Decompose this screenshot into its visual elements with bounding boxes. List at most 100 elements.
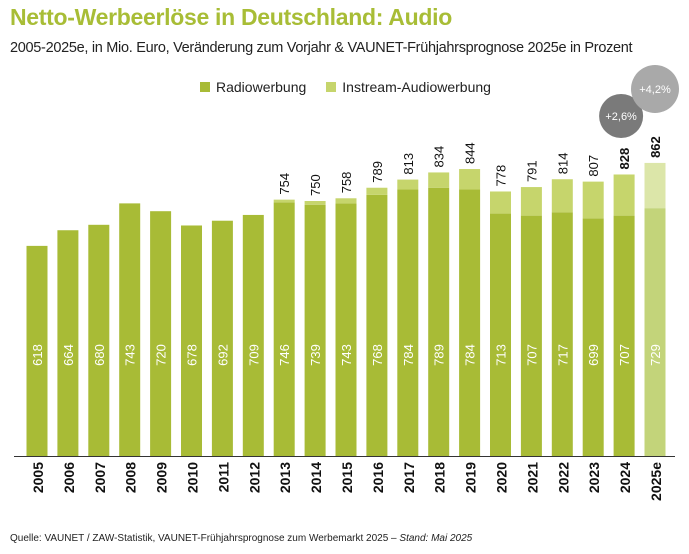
total-value-label: 750 [308, 174, 323, 196]
x-tick-label: 2023 [586, 462, 602, 493]
total-value-label: 791 [524, 160, 539, 182]
growth-bubble [599, 94, 644, 138]
bar-radio [242, 214, 264, 456]
bar-instream [397, 179, 419, 190]
bar-radio [273, 202, 295, 456]
x-tick-label: 2014 [308, 462, 324, 493]
source-note: Quelle: VAUNET / ZAW-Statistik, VAUNET-F… [10, 533, 472, 544]
total-value-label: 813 [401, 153, 416, 175]
chart-subtitle: 2005-2025e, in Mio. Euro, Veränderung zu… [10, 40, 633, 56]
bar-radio [211, 220, 233, 456]
bar-value-label: 768 [370, 344, 385, 366]
x-tick-label: 2011 [215, 462, 231, 493]
x-tick-label: 2020 [494, 462, 510, 493]
x-tick-label: 2024 [617, 462, 633, 493]
x-tick-label: 2013 [277, 462, 293, 493]
x-tick-label: 2022 [555, 462, 571, 493]
x-tick-label: 2019 [463, 462, 479, 493]
total-value-label: 778 [494, 165, 509, 187]
bar-value-label: 707 [617, 344, 632, 366]
x-tick-label: 2016 [370, 462, 386, 493]
bar-value-label: 739 [308, 344, 323, 366]
legend-item-radio: Radiowerbung [200, 79, 306, 95]
x-tick-label: 2008 [123, 462, 139, 493]
legend-swatch-instream [326, 82, 337, 92]
x-tick-label: 2007 [92, 462, 108, 493]
bar-radio [551, 212, 573, 456]
total-value-label: 862 [648, 136, 663, 158]
bar-instream [428, 172, 450, 188]
total-value-label: 844 [463, 142, 478, 164]
bar-value-label: 692 [215, 344, 230, 366]
bar-instream [459, 169, 481, 190]
bar-radio [26, 245, 48, 456]
bar-instream [613, 174, 635, 216]
bar-instream [273, 199, 295, 203]
bar-value-label: 699 [586, 344, 601, 366]
x-tick-label: 2005 [30, 462, 46, 493]
source-text: Quelle: VAUNET / ZAW-Statistik, VAUNET-F… [10, 533, 400, 544]
bar-radio [335, 203, 357, 456]
bar-radio [304, 204, 326, 456]
bar-radio [181, 225, 202, 456]
bar-radio [119, 203, 141, 456]
legend-label-instream: Instream-Audiowerbung [342, 79, 491, 95]
bar-value-label: 664 [61, 344, 76, 366]
bar-instream [304, 201, 326, 205]
bar-instream [366, 187, 388, 195]
chart-title: Netto-Werbeerlöse in Deutschland: Audio [10, 4, 452, 30]
bar-value-label: 717 [555, 344, 570, 366]
bar-instream [490, 191, 511, 214]
legend-label-radio: Radiowerbung [216, 79, 307, 95]
bar-radio [366, 194, 388, 456]
bar-radio [57, 230, 79, 456]
bar-instream [644, 162, 666, 209]
total-value-label: 807 [586, 155, 601, 177]
bar-value-label: 729 [648, 344, 663, 366]
bar-value-label: 618 [30, 344, 45, 366]
bar-radio [150, 211, 172, 456]
source-date: Stand: Mai 2025 [399, 533, 473, 544]
bar-radio [397, 189, 419, 456]
bar-value-label: 743 [123, 344, 138, 366]
bar-value-label: 746 [277, 344, 292, 366]
bar-radio [520, 215, 542, 456]
bar-value-label: 743 [339, 344, 354, 366]
bar-instream [582, 181, 604, 219]
bar-value-label: 784 [463, 344, 478, 366]
bar-radio [459, 189, 481, 456]
legend-swatch-radio [200, 82, 210, 92]
bar-radio [644, 208, 666, 456]
bar-value-label: 707 [524, 344, 539, 366]
bar-instream [520, 187, 542, 216]
bar-value-label: 720 [154, 344, 169, 366]
bar-value-label: 784 [401, 344, 416, 366]
x-tick-label: 2010 [185, 462, 201, 493]
growth-bubble [631, 65, 679, 113]
total-value-label: 789 [370, 161, 385, 183]
legend: Radiowerbung Instream-Audiowerbung [200, 79, 491, 95]
total-value-label: 758 [339, 172, 354, 194]
total-value-label: 834 [432, 146, 447, 168]
x-tick-label: 2015 [339, 462, 355, 493]
x-tick-label: 2017 [401, 462, 417, 493]
legend-item-instream: Instream-Audiowerbung [326, 79, 491, 95]
total-value-label: 754 [277, 173, 292, 195]
total-value-label: 828 [617, 148, 632, 170]
growth-label: +4,2% [639, 84, 671, 96]
bar-instream [335, 198, 357, 204]
x-tick-label: 2009 [154, 462, 170, 493]
bar-value-label: 713 [494, 344, 509, 366]
x-tick-label: 2012 [246, 462, 262, 493]
x-tick-label: 2021 [524, 462, 540, 493]
bar-radio [613, 215, 635, 456]
x-tick-label: 2025e [648, 462, 664, 501]
bar-value-label: 680 [92, 344, 107, 366]
x-tick-label: 2018 [432, 462, 448, 493]
bar-value-label: 789 [432, 344, 447, 366]
bar-radio [490, 213, 511, 456]
bar-radio [88, 224, 110, 456]
bar-radio [582, 218, 604, 456]
